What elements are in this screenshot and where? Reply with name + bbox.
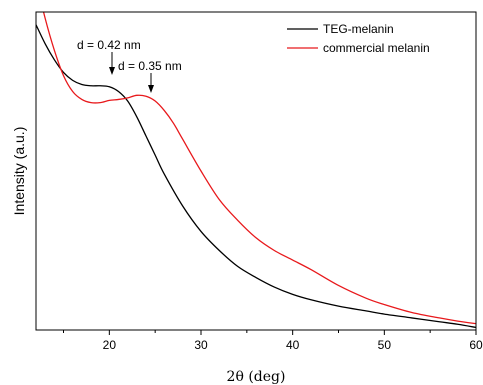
x-tick-label: 30 [194,338,208,352]
plot-frame [35,11,477,331]
x-axis-ticks: 20 30 40 50 60 [63,330,483,352]
x-tick-label: 40 [286,338,300,352]
annotation-arrow-head [148,85,154,93]
annotation-label: d = 0.35 nm [118,59,182,73]
legend-label-commercial-melanin: commercial melanin [323,41,430,55]
x-tick-label: 50 [378,338,392,352]
legend: TEG-melanin commercial melanin [287,22,430,55]
x-tick-label: 20 [103,338,117,352]
annotation-arrow-head [109,67,115,75]
legend-label-teg-melanin: TEG-melanin [323,22,394,36]
annotation-d-042: d = 0.42 nm [77,38,141,75]
x-tick-label: 60 [469,338,483,352]
y-axis-title: Intensity (a.u.) [11,127,27,216]
x-axis-title: 2θ (deg) [227,369,286,385]
series-line-commercial-melanin [42,12,476,325]
series-line-teg-melanin [36,24,476,329]
annotation-d-035: d = 0.35 nm [118,59,182,93]
annotation-label: d = 0.42 nm [77,38,141,52]
